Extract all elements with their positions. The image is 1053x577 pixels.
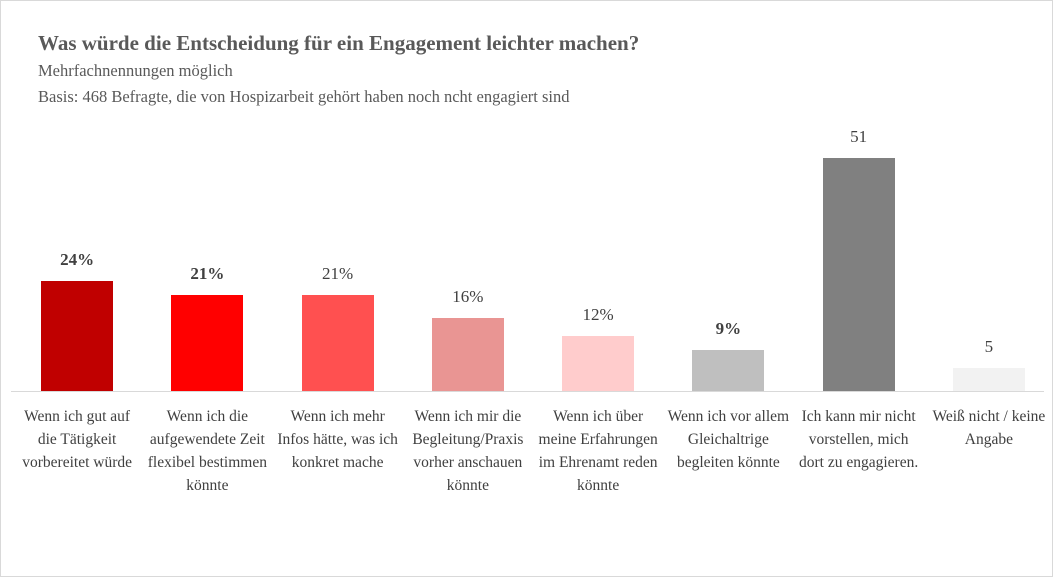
chart-note: Basis: 468 Befragte, die von Hospizarbei… <box>38 87 570 106</box>
axis-line <box>11 391 1044 392</box>
bar <box>562 336 635 391</box>
bar <box>431 317 504 391</box>
bar <box>41 281 114 391</box>
value-label: 51 <box>850 127 868 146</box>
x-tick-label: Wenn ich die aufgewendete Zeit flexibel … <box>147 408 267 494</box>
x-tick-label: Weiß nicht / keine Angabe <box>932 408 1046 448</box>
bar <box>171 295 244 391</box>
bar <box>692 349 765 391</box>
bar <box>822 158 895 391</box>
x-tick-label: Wenn ich mehr Infos hätte, was ich konkr… <box>277 408 398 471</box>
value-label: 24% <box>60 250 95 270</box>
chart-subtitle: Mehrfachnennungen möglich <box>38 61 233 80</box>
chart-title: Was würde die Entscheidung für ein Engag… <box>38 31 640 55</box>
value-label: 12% <box>582 305 614 325</box>
x-tick-label: Wenn ich über meine Erfahrungen im Ehren… <box>538 408 658 494</box>
x-tick-label: Wenn ich vor allem Gleichaltrige begleit… <box>667 408 790 471</box>
value-label: 5 <box>984 337 994 357</box>
value-label: 21% <box>190 264 225 284</box>
value-label: 16% <box>452 286 484 306</box>
bar <box>952 368 1025 391</box>
value-label: 9% <box>715 318 742 338</box>
x-tick-label: Ich kann mir nicht vorstellen, mich dort… <box>799 408 919 471</box>
value-label: 21% <box>322 264 354 284</box>
bar <box>301 295 374 391</box>
x-tick-label: Wenn ich mir die Begleitung/Praxis vorhe… <box>412 408 524 494</box>
x-tick-label: Wenn ich gut auf die Tätigkeit vorbereit… <box>22 408 132 471</box>
